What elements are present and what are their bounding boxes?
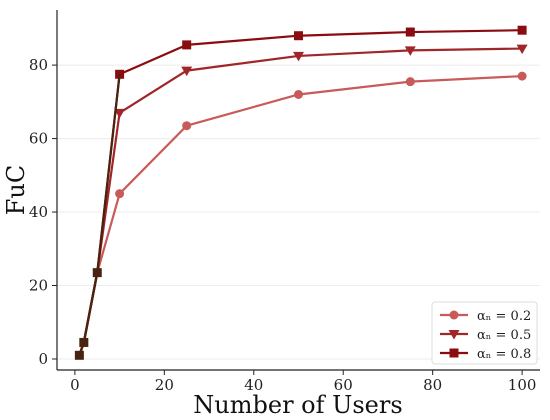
axes — [56, 10, 540, 371]
x-tick-label: 100 — [508, 376, 537, 394]
x-tick-label: 0 — [70, 376, 80, 394]
series-layer — [74, 25, 528, 360]
y-tick-label: 20 — [29, 277, 48, 295]
y-tick-label: 60 — [29, 130, 48, 148]
legend-label: αₙ = 0.2 — [477, 309, 531, 324]
data-point — [517, 25, 527, 35]
data-point — [182, 121, 192, 131]
y-tick-label: 80 — [29, 56, 48, 74]
legend-marker — [449, 310, 459, 320]
x-axis-label: Number of Users — [193, 391, 402, 419]
legend-entry: αₙ = 0.8 — [440, 347, 531, 362]
y-axis-label: FuC — [2, 165, 30, 215]
y-tick-label: 0 — [38, 350, 48, 368]
x-tick-label: 20 — [155, 376, 174, 394]
data-point — [294, 89, 303, 99]
data-point — [516, 44, 528, 55]
data-point — [293, 51, 304, 62]
data-point — [405, 77, 415, 87]
x-ticks: 0 20 40 60 80 100 — [70, 370, 536, 394]
y-tick-label: 40 — [29, 203, 48, 221]
overlap-segment — [74, 74, 121, 360]
y-ticks: 0 20 40 60 80 — [29, 56, 57, 368]
legend-marker — [448, 330, 460, 340]
legend-label: αₙ = 0.5 — [477, 328, 531, 343]
x-tick-label: 60 — [334, 376, 353, 394]
legend: αₙ = 0.2 αₙ = 0.5 αₙ = 0.8 — [431, 301, 538, 365]
data-point — [79, 337, 89, 347]
data-point — [114, 108, 126, 119]
legend-entry: αₙ = 0.5 — [440, 328, 531, 343]
data-point — [517, 71, 527, 81]
x-tick-label: 80 — [423, 376, 442, 394]
data-point — [405, 27, 415, 37]
data-point — [182, 40, 192, 50]
legend-marker — [449, 348, 459, 358]
legend-label: αₙ = 0.8 — [477, 347, 531, 362]
data-point — [74, 350, 84, 360]
data-point — [294, 31, 303, 41]
data-point — [404, 46, 416, 56]
data-point — [115, 189, 125, 199]
legend-entry: αₙ = 0.2 — [440, 309, 531, 324]
data-point — [181, 66, 193, 77]
overlap-connector — [96, 74, 121, 273]
x-tick-label: 40 — [244, 376, 263, 394]
